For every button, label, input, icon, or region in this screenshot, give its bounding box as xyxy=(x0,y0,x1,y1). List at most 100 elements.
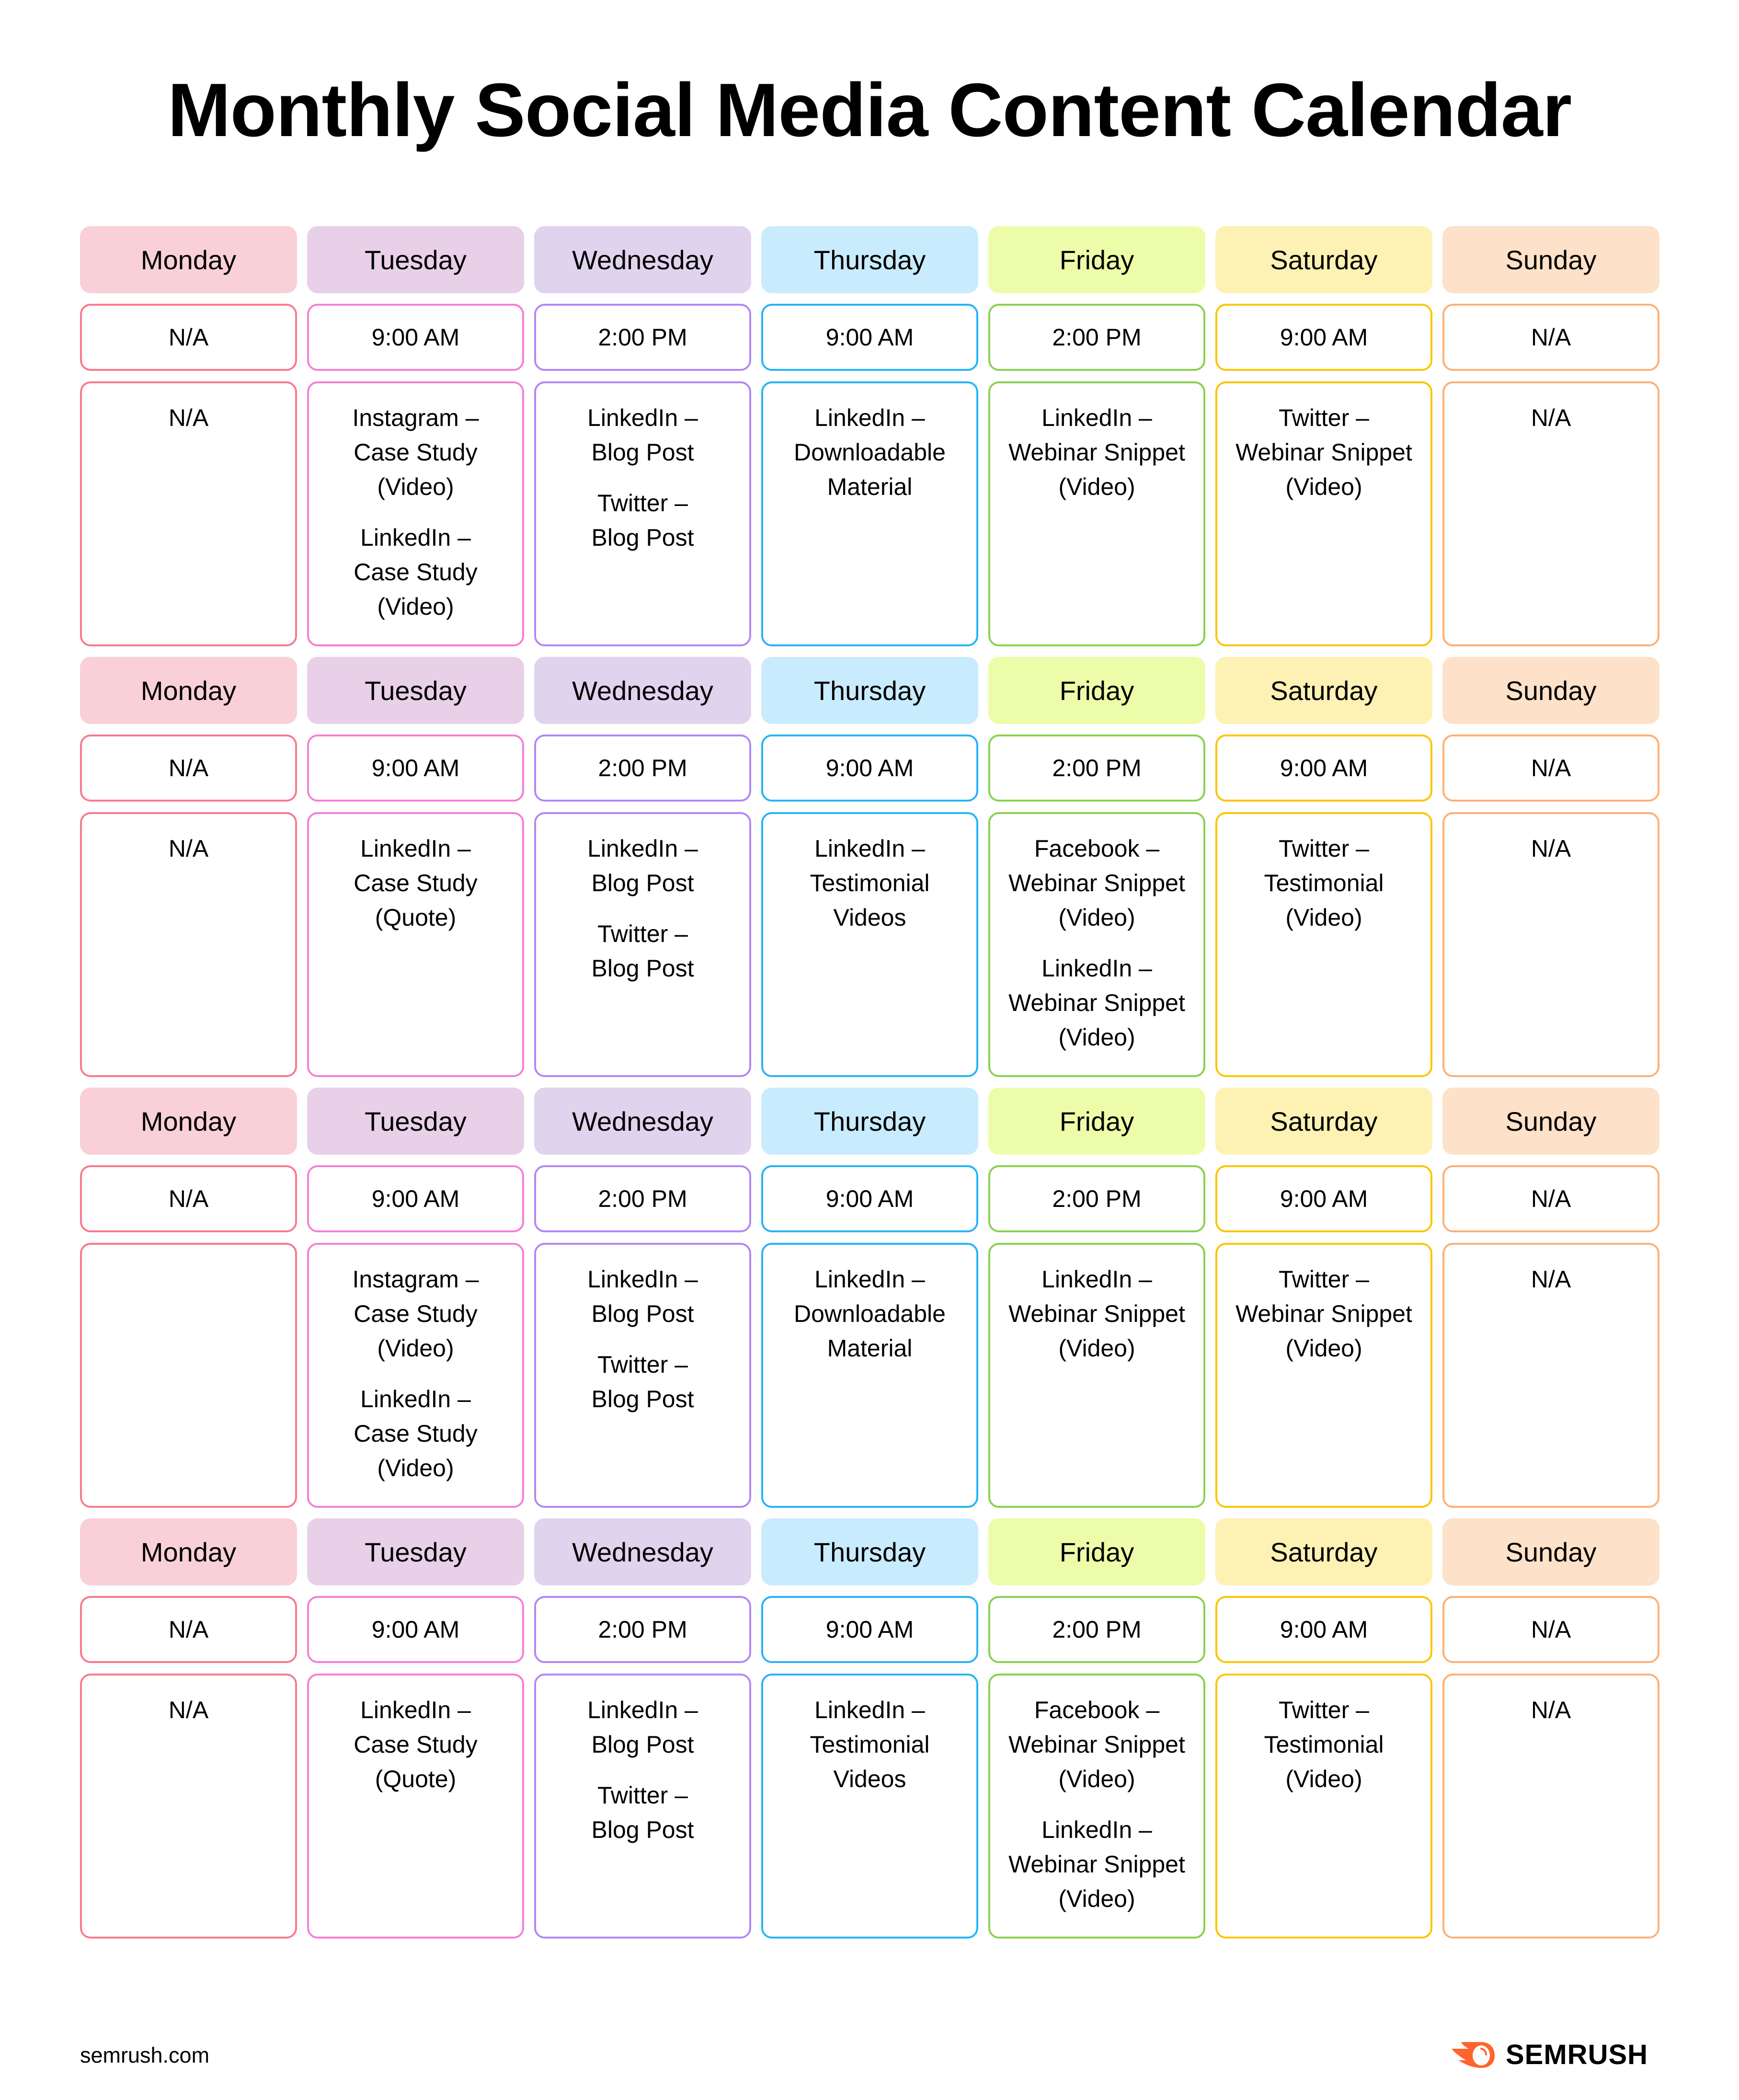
post-line: Facebook – xyxy=(1034,835,1160,862)
post-line: (Video) xyxy=(1285,473,1362,500)
content-cell: LinkedIn – Blog Post Twitter – Blog Post xyxy=(534,381,751,646)
post-line: Blog Post xyxy=(591,439,694,466)
day-header-tuesday: Tuesday xyxy=(307,657,524,724)
post-entry: Twitter – Webinar Snippet (Video) xyxy=(1236,401,1412,504)
post-line: (Video) xyxy=(1285,1766,1362,1792)
time-cell: N/A xyxy=(80,734,297,802)
post-line: Testimonial xyxy=(810,1731,930,1758)
day-header-friday: Friday xyxy=(988,226,1205,293)
post-line: LinkedIn – xyxy=(360,1386,471,1412)
time-cell: 9:00 AM xyxy=(761,734,978,802)
semrush-logo-text: SEMRUSH xyxy=(1506,2039,1648,2070)
post-entry: Twitter – Blog Post xyxy=(591,486,694,555)
post-line: Instagram – xyxy=(352,1266,479,1293)
post-entry: LinkedIn – Case Study (Quote) xyxy=(354,831,477,935)
content-cell: LinkedIn – Testimonial Videos xyxy=(761,812,978,1077)
post-line: LinkedIn – xyxy=(587,1697,698,1723)
content-cell xyxy=(80,1243,297,1508)
post-line: Blog Post xyxy=(591,955,694,982)
post-line: Case Study xyxy=(354,1300,478,1327)
post-entry: N/A xyxy=(169,831,208,866)
post-line: Case Study xyxy=(354,1420,478,1447)
post-line: Twitter – xyxy=(597,1782,688,1809)
post-line: Facebook – xyxy=(1034,1697,1160,1723)
day-header-monday: Monday xyxy=(80,1518,297,1585)
post-line: LinkedIn – xyxy=(587,404,698,431)
content-cell: LinkedIn – Webinar Snippet (Video) xyxy=(988,1243,1205,1508)
time-cell: 2:00 PM xyxy=(988,1165,1205,1232)
day-header-sunday: Sunday xyxy=(1442,657,1659,724)
content-cell: LinkedIn – Blog Post Twitter – Blog Post xyxy=(534,1674,751,1939)
post-line: Webinar Snippet xyxy=(1008,1851,1185,1878)
time-cell: 9:00 AM xyxy=(761,304,978,371)
post-line: Webinar Snippet xyxy=(1008,1300,1185,1327)
post-line: LinkedIn – xyxy=(1041,955,1152,982)
post-line: Blog Post xyxy=(591,1300,694,1327)
time-cell: 2:00 PM xyxy=(988,734,1205,802)
post-line: LinkedIn – xyxy=(814,404,925,431)
post-line: Material xyxy=(827,473,913,500)
post-entry: LinkedIn – Webinar Snippet (Video) xyxy=(1008,951,1185,1055)
post-entry: LinkedIn – Case Study (Quote) xyxy=(354,1693,477,1796)
post-line: Webinar Snippet xyxy=(1008,439,1185,466)
post-entry: LinkedIn – Testimonial Videos xyxy=(810,831,929,935)
time-cell: N/A xyxy=(1442,1165,1659,1232)
content-cell: LinkedIn – Case Study (Quote) xyxy=(307,1674,524,1939)
day-header-thursday: Thursday xyxy=(761,657,978,724)
content-cell: Twitter – Webinar Snippet (Video) xyxy=(1215,1243,1432,1508)
post-line: Material xyxy=(827,1335,913,1362)
time-cell: N/A xyxy=(1442,304,1659,371)
post-line: Webinar Snippet xyxy=(1008,1731,1185,1758)
time-cell: N/A xyxy=(1442,734,1659,802)
content-cell: LinkedIn – Blog Post Twitter – Blog Post xyxy=(534,812,751,1077)
semrush-logo: SEMRUSH xyxy=(1452,2039,1648,2071)
day-header-thursday: Thursday xyxy=(761,1088,978,1155)
day-header-sunday: Sunday xyxy=(1442,226,1659,293)
post-line: Twitter – xyxy=(1279,404,1369,431)
post-line: Webinar Snippet xyxy=(1236,1300,1412,1327)
post-line: Testimonial xyxy=(1264,1731,1384,1758)
post-line: (Quote) xyxy=(375,904,457,931)
post-line: Blog Post xyxy=(591,1731,694,1758)
post-entry: LinkedIn – Downloadable Material xyxy=(794,401,946,504)
post-line: Webinar Snippet xyxy=(1236,439,1412,466)
content-cell: N/A xyxy=(80,1674,297,1939)
post-line: (Video) xyxy=(377,473,454,500)
time-cell: 9:00 AM xyxy=(307,1596,524,1663)
post-line: Testimonial xyxy=(1264,870,1384,896)
post-line: Twitter – xyxy=(597,1351,688,1378)
post-line: (Video) xyxy=(1285,904,1362,931)
post-line: Blog Post xyxy=(591,524,694,551)
day-header-sunday: Sunday xyxy=(1442,1088,1659,1155)
post-entry: LinkedIn – Webinar Snippet (Video) xyxy=(1008,1813,1185,1916)
post-line: N/A xyxy=(168,835,209,862)
post-line: LinkedIn – xyxy=(814,1697,925,1723)
page-title: Monthly Social Media Content Calendar xyxy=(167,68,1572,152)
content-cell: Instagram – Case Study (Video) LinkedIn – Ca… xyxy=(307,381,524,646)
post-entry: LinkedIn – Webinar Snippet (Video) xyxy=(1008,1262,1185,1366)
post-line: Blog Post xyxy=(591,1816,694,1843)
post-entry: LinkedIn – Case Study (Video) xyxy=(354,1382,477,1485)
post-line: (Video) xyxy=(1058,1885,1135,1912)
post-line: Downloadable xyxy=(794,439,946,466)
time-cell: 2:00 PM xyxy=(534,734,751,802)
post-line: LinkedIn – xyxy=(814,835,925,862)
content-cell: N/A xyxy=(1442,812,1659,1077)
day-header-saturday: Saturday xyxy=(1215,1088,1432,1155)
time-cell: 9:00 AM xyxy=(307,1165,524,1232)
day-header-tuesday: Tuesday xyxy=(307,226,524,293)
post-entry: N/A xyxy=(1531,1262,1571,1297)
time-cell: 9:00 AM xyxy=(761,1596,978,1663)
content-cell: Instagram – Case Study (Video) LinkedIn – Ca… xyxy=(307,1243,524,1508)
post-entry: N/A xyxy=(169,401,208,435)
post-line: LinkedIn – xyxy=(1041,404,1152,431)
day-header-monday: Monday xyxy=(80,657,297,724)
day-header-monday: Monday xyxy=(80,226,297,293)
time-cell: 9:00 AM xyxy=(761,1165,978,1232)
time-cell: 2:00 PM xyxy=(988,304,1205,371)
post-line: (Quote) xyxy=(375,1766,457,1792)
post-entry: Twitter – Blog Post xyxy=(591,1778,694,1847)
time-cell: 9:00 AM xyxy=(1215,1596,1432,1663)
post-entry: N/A xyxy=(169,1693,208,1727)
post-entry: N/A xyxy=(1531,401,1571,435)
